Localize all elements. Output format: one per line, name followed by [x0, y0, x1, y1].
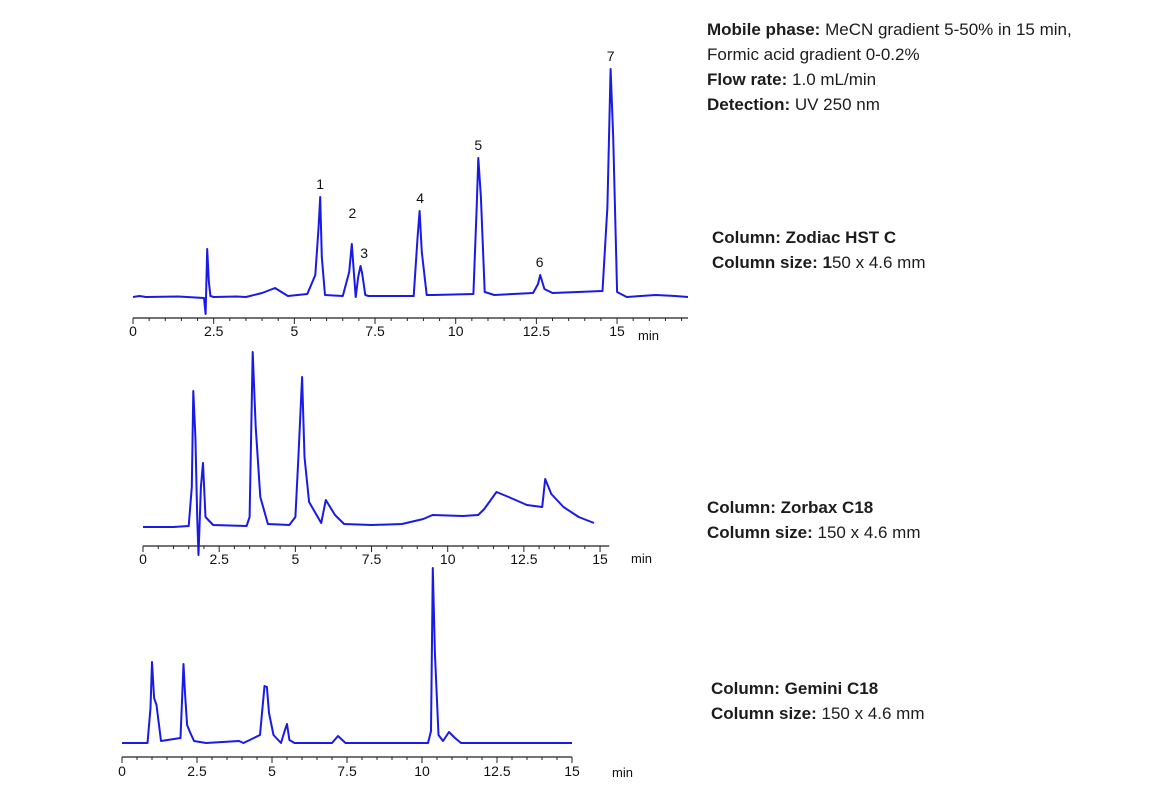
x-axis-unit: min: [638, 328, 659, 343]
peak-label: 1: [316, 176, 324, 192]
column-size-value: 150 x 4.6 mm: [816, 704, 925, 723]
column-size-label: Column size: 1: [712, 253, 832, 272]
column-label: Column:: [711, 679, 780, 698]
x-tick-label: 5: [268, 763, 276, 779]
mobile-phase-value: MeCN gradient 5-50% in 15 min,: [820, 20, 1072, 39]
flow-rate-value: 1.0 mL/min: [787, 70, 877, 89]
column-info-2: Column: Zorbax C18 Column size: 150 x 4.…: [707, 495, 921, 545]
column-name: Gemini C18: [779, 679, 879, 698]
peak-label: 5: [474, 137, 482, 153]
x-tick-label: 0: [139, 551, 147, 567]
x-axis: 0 2.5 5 7.5 10 12.5 15 min: [129, 317, 689, 343]
column-size-value: 150 x 4.6 mm: [812, 523, 921, 542]
x-tick-label: 0: [118, 763, 126, 779]
x-tick-label: 15: [564, 763, 580, 779]
x-axis-unit: min: [631, 551, 652, 566]
column-size-label: Column size:: [707, 523, 813, 542]
x-axis-unit: min: [612, 765, 633, 780]
column-info-3: Column: Gemini C18 Column size: 150 x 4.…: [711, 676, 925, 726]
mobile-phase-label: Mobile phase:: [707, 20, 821, 39]
x-tick-label: 7.5: [337, 763, 357, 779]
column-size-value: 50 x 4.6 mm: [831, 253, 926, 272]
detection-label: Detection:: [707, 95, 791, 114]
column-name: Zodiac HST C: [780, 228, 897, 247]
x-tick-label: 7.5: [362, 551, 382, 567]
x-tick-label: 12.5: [523, 323, 550, 339]
chromatogram-3: 0 2.5 5 7.5 10 12.5 15 min: [118, 567, 633, 780]
column-name: Zorbax C18: [775, 498, 874, 517]
column-label: Column:: [707, 498, 776, 517]
x-tick-label: 10: [414, 763, 430, 779]
detection-value: UV 250 nm: [790, 95, 880, 114]
peak-label: 3: [360, 245, 368, 261]
chromatogram-trace: [122, 567, 572, 744]
chromatogram-trace: [143, 351, 595, 556]
x-tick-label: 2.5: [204, 323, 224, 339]
x-tick-label: 5: [290, 323, 298, 339]
mobile-phase-value-2: Formic acid gradient 0-0.2%: [707, 45, 920, 64]
x-tick-label: 2.5: [187, 763, 207, 779]
x-tick-label: 12.5: [510, 551, 537, 567]
chromatogram-2: 0 2.5 5 7.5 10 12.5 15 min: [139, 351, 652, 567]
peak-label: 6: [536, 254, 544, 270]
chromatogram-1: 0 2.5 5 7.5 10 12.5 15 min 1 2 3 4 5 6 7: [129, 48, 689, 343]
peak-label: 7: [607, 48, 615, 64]
peak-label: 2: [349, 205, 357, 221]
x-tick-label: 7.5: [365, 323, 385, 339]
peak-label: 4: [416, 190, 424, 206]
x-tick-label: 5: [291, 551, 299, 567]
column-size-label: Column size:: [711, 704, 817, 723]
x-axis: 0 2.5 5 7.5 10 12.5 15 min: [139, 545, 652, 567]
chromatogram-trace: [132, 68, 689, 315]
x-tick-label: 10: [448, 323, 464, 339]
flow-rate-label: Flow rate:: [707, 70, 788, 89]
x-tick-label: 2.5: [209, 551, 229, 567]
column-info-1: Column: Zodiac HST C Column size: 150 x …: [712, 225, 926, 275]
conditions-panel: Mobile phase: MeCN gradient 5-50% in 15 …: [707, 17, 1072, 117]
x-tick-label: 15: [592, 551, 608, 567]
x-axis: 0 2.5 5 7.5 10 12.5 15 min: [118, 756, 633, 780]
x-tick-label: 0: [129, 323, 137, 339]
x-tick-label: 15: [609, 323, 625, 339]
x-tick-label: 12.5: [483, 763, 510, 779]
x-tick-label: 10: [440, 551, 456, 567]
column-label: Column:: [712, 228, 781, 247]
